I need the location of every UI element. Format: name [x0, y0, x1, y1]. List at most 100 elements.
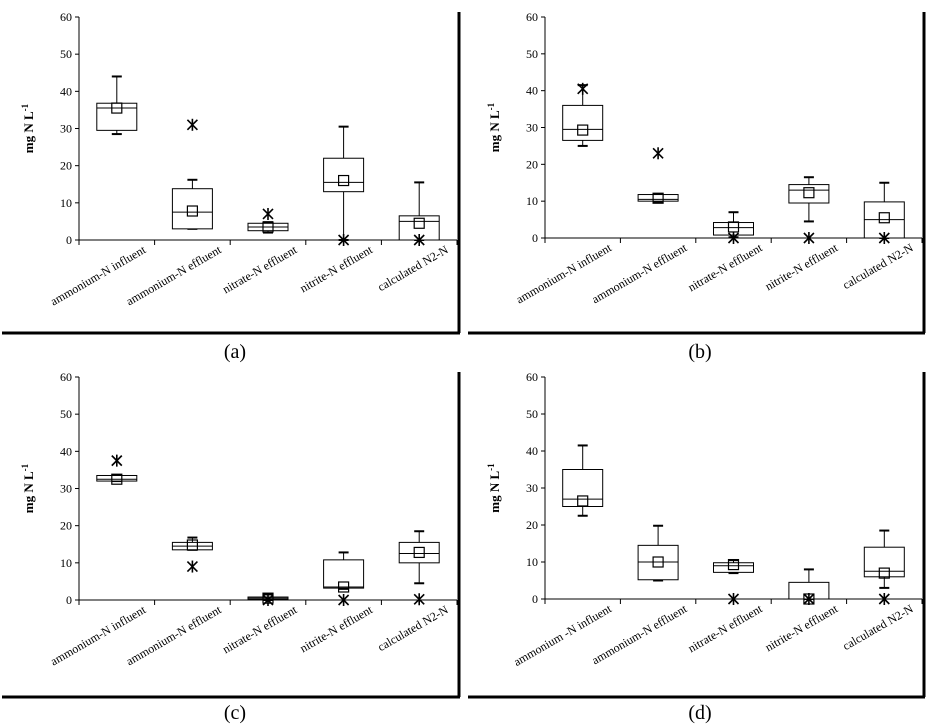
box-4: [323, 551, 365, 606]
outlier-marker: [878, 232, 890, 244]
y-tick-label: 40: [526, 84, 538, 98]
panel-label: (c): [224, 702, 246, 724]
category-label: nitrate-N effluent: [220, 602, 300, 656]
y-tick-label: 20: [526, 157, 538, 171]
category-label: nitrite-N effluent: [763, 601, 841, 654]
box-3: [247, 592, 289, 606]
category-label: nitrite-N effluent: [763, 240, 841, 293]
mean-marker: [803, 187, 815, 199]
y-tick-label: 10: [526, 194, 538, 208]
y-tick-label: 10: [60, 196, 72, 210]
y-tick-label: 60: [526, 370, 538, 384]
box-4: [788, 568, 830, 605]
box-1: [96, 75, 138, 136]
mean-marker: [338, 581, 350, 593]
y-tick-label: 30: [526, 481, 538, 495]
y-axis-title: mg N L-1: [20, 463, 36, 513]
outlier-marker: [338, 594, 350, 606]
box-5: [398, 530, 440, 606]
y-tick-label: 0: [66, 593, 72, 607]
y-tick-label: 20: [60, 159, 72, 173]
mean-marker: [878, 567, 890, 579]
outlier-marker: [803, 593, 815, 605]
outlier-marker: [727, 593, 740, 605]
y-tick-label: 60: [526, 10, 538, 24]
category-label: nitrate-N effluent: [220, 242, 300, 296]
category-label: nitrite-N effluent: [297, 602, 375, 655]
outlier-marker: [262, 594, 274, 606]
y-tick-label: 10: [60, 556, 72, 570]
mean-marker: [727, 221, 740, 233]
mean-marker: [338, 174, 350, 187]
mean-marker: [652, 556, 664, 568]
box-4: [788, 176, 830, 244]
box-3: [713, 211, 754, 244]
y-tick-label: 30: [60, 122, 72, 136]
y-tick-label: 50: [60, 407, 72, 421]
mean-marker: [111, 102, 123, 114]
box-4: [323, 125, 365, 246]
y-tick-label: 60: [60, 10, 72, 24]
box-3: [247, 207, 289, 234]
y-tick-label: 40: [60, 84, 72, 98]
panel-label: (d): [688, 702, 711, 724]
category-label: nitrate-N effluent: [685, 601, 765, 655]
iqr-box: [637, 194, 679, 202]
iqr-box: [713, 562, 754, 573]
mean-marker: [577, 124, 589, 136]
iqr-box: [323, 559, 365, 589]
box-5: [398, 181, 440, 246]
y-tick-label: 50: [526, 47, 538, 61]
category-label: calculated N2-N: [375, 602, 451, 654]
outlier-marker: [413, 234, 425, 246]
iqr-box: [562, 469, 604, 507]
y-tick-label: 20: [60, 519, 72, 533]
y-tick-label: 50: [60, 47, 72, 61]
mean-marker: [727, 558, 740, 571]
mean-marker: [186, 539, 198, 551]
mean-marker: [413, 217, 425, 229]
mean-marker: [186, 205, 198, 217]
outlier-marker: [727, 232, 740, 244]
iqr-box: [398, 541, 440, 564]
y-tick-label: 30: [60, 482, 72, 496]
box-3: [713, 558, 754, 605]
iqr-box: [171, 188, 213, 230]
outlier-marker: [338, 234, 350, 246]
box-1: [562, 444, 604, 517]
mean-marker: [652, 192, 664, 204]
y-tick-label: 60: [60, 370, 72, 384]
box-2: [637, 147, 679, 204]
y-tick-label: 40: [60, 444, 72, 458]
box-2: [637, 524, 679, 582]
iqr-box: [96, 474, 138, 482]
mean-marker: [111, 473, 123, 485]
outlier-marker: [186, 118, 198, 131]
box-1: [562, 82, 604, 147]
y-tick-label: 0: [532, 592, 538, 606]
category-label: calculated N2-N: [840, 240, 916, 292]
mean-marker: [878, 212, 890, 224]
box-2: [171, 118, 213, 230]
y-tick-label: 10: [526, 555, 538, 569]
box-5: [863, 181, 905, 244]
category-label: calculated N2-N: [840, 601, 916, 653]
mean-marker: [413, 546, 425, 559]
iqr-box: [637, 544, 679, 581]
iqr-box: [96, 102, 138, 131]
y-axis-title: mg N L-1: [486, 463, 502, 513]
box-2: [171, 536, 213, 573]
outlier-marker: [111, 454, 123, 467]
iqr-box: [863, 546, 905, 578]
iqr-box: [788, 184, 830, 204]
outlier-marker: [652, 147, 664, 160]
outlier-marker: [413, 593, 425, 606]
category-label: nitrate-N effluent: [685, 240, 765, 294]
outlier-marker: [186, 560, 198, 573]
mean-marker: [262, 221, 274, 233]
box-1: [96, 454, 138, 485]
y-axis-title: mg N L-1: [486, 102, 502, 152]
y-tick-label: 0: [66, 233, 72, 247]
